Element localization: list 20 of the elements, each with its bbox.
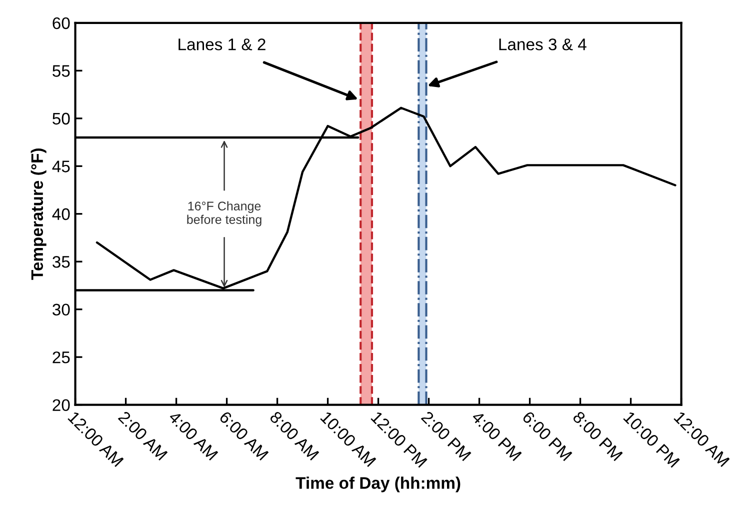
x-tick-label: 8:00 PM — [572, 410, 623, 462]
y-tick-label: 45 — [52, 160, 70, 172]
y-tick-label: 20 — [52, 399, 70, 412]
y-tick-label: 25 — [52, 351, 70, 364]
x-tick-label: 6:00 AM — [218, 410, 269, 461]
x-tick-label: 4:00 PM — [470, 410, 522, 462]
y-tick-label: 60 — [52, 17, 70, 30]
x-tick-label: 8:00 AM — [269, 410, 320, 461]
annotation: Lanes 3 & 4 — [499, 38, 586, 50]
y-tick-label: 50 — [52, 112, 70, 125]
x-tick-label: 6:00 PM — [522, 410, 572, 462]
x-tick-label: 4:00 AM — [168, 410, 218, 461]
y-tick-label: 35 — [52, 256, 70, 268]
y-axis-title: Temperature (°F) — [30, 148, 46, 280]
y-tick-label: 30 — [52, 304, 70, 316]
y-tick-label: 55 — [52, 65, 70, 77]
annotation: 16°F Change before testing — [187, 201, 262, 226]
x-axis-title: Time of Day (hh:mm) — [296, 476, 460, 492]
y-tick-label: 40 — [52, 208, 70, 220]
annotation: Lanes 1 & 2 — [178, 38, 266, 50]
